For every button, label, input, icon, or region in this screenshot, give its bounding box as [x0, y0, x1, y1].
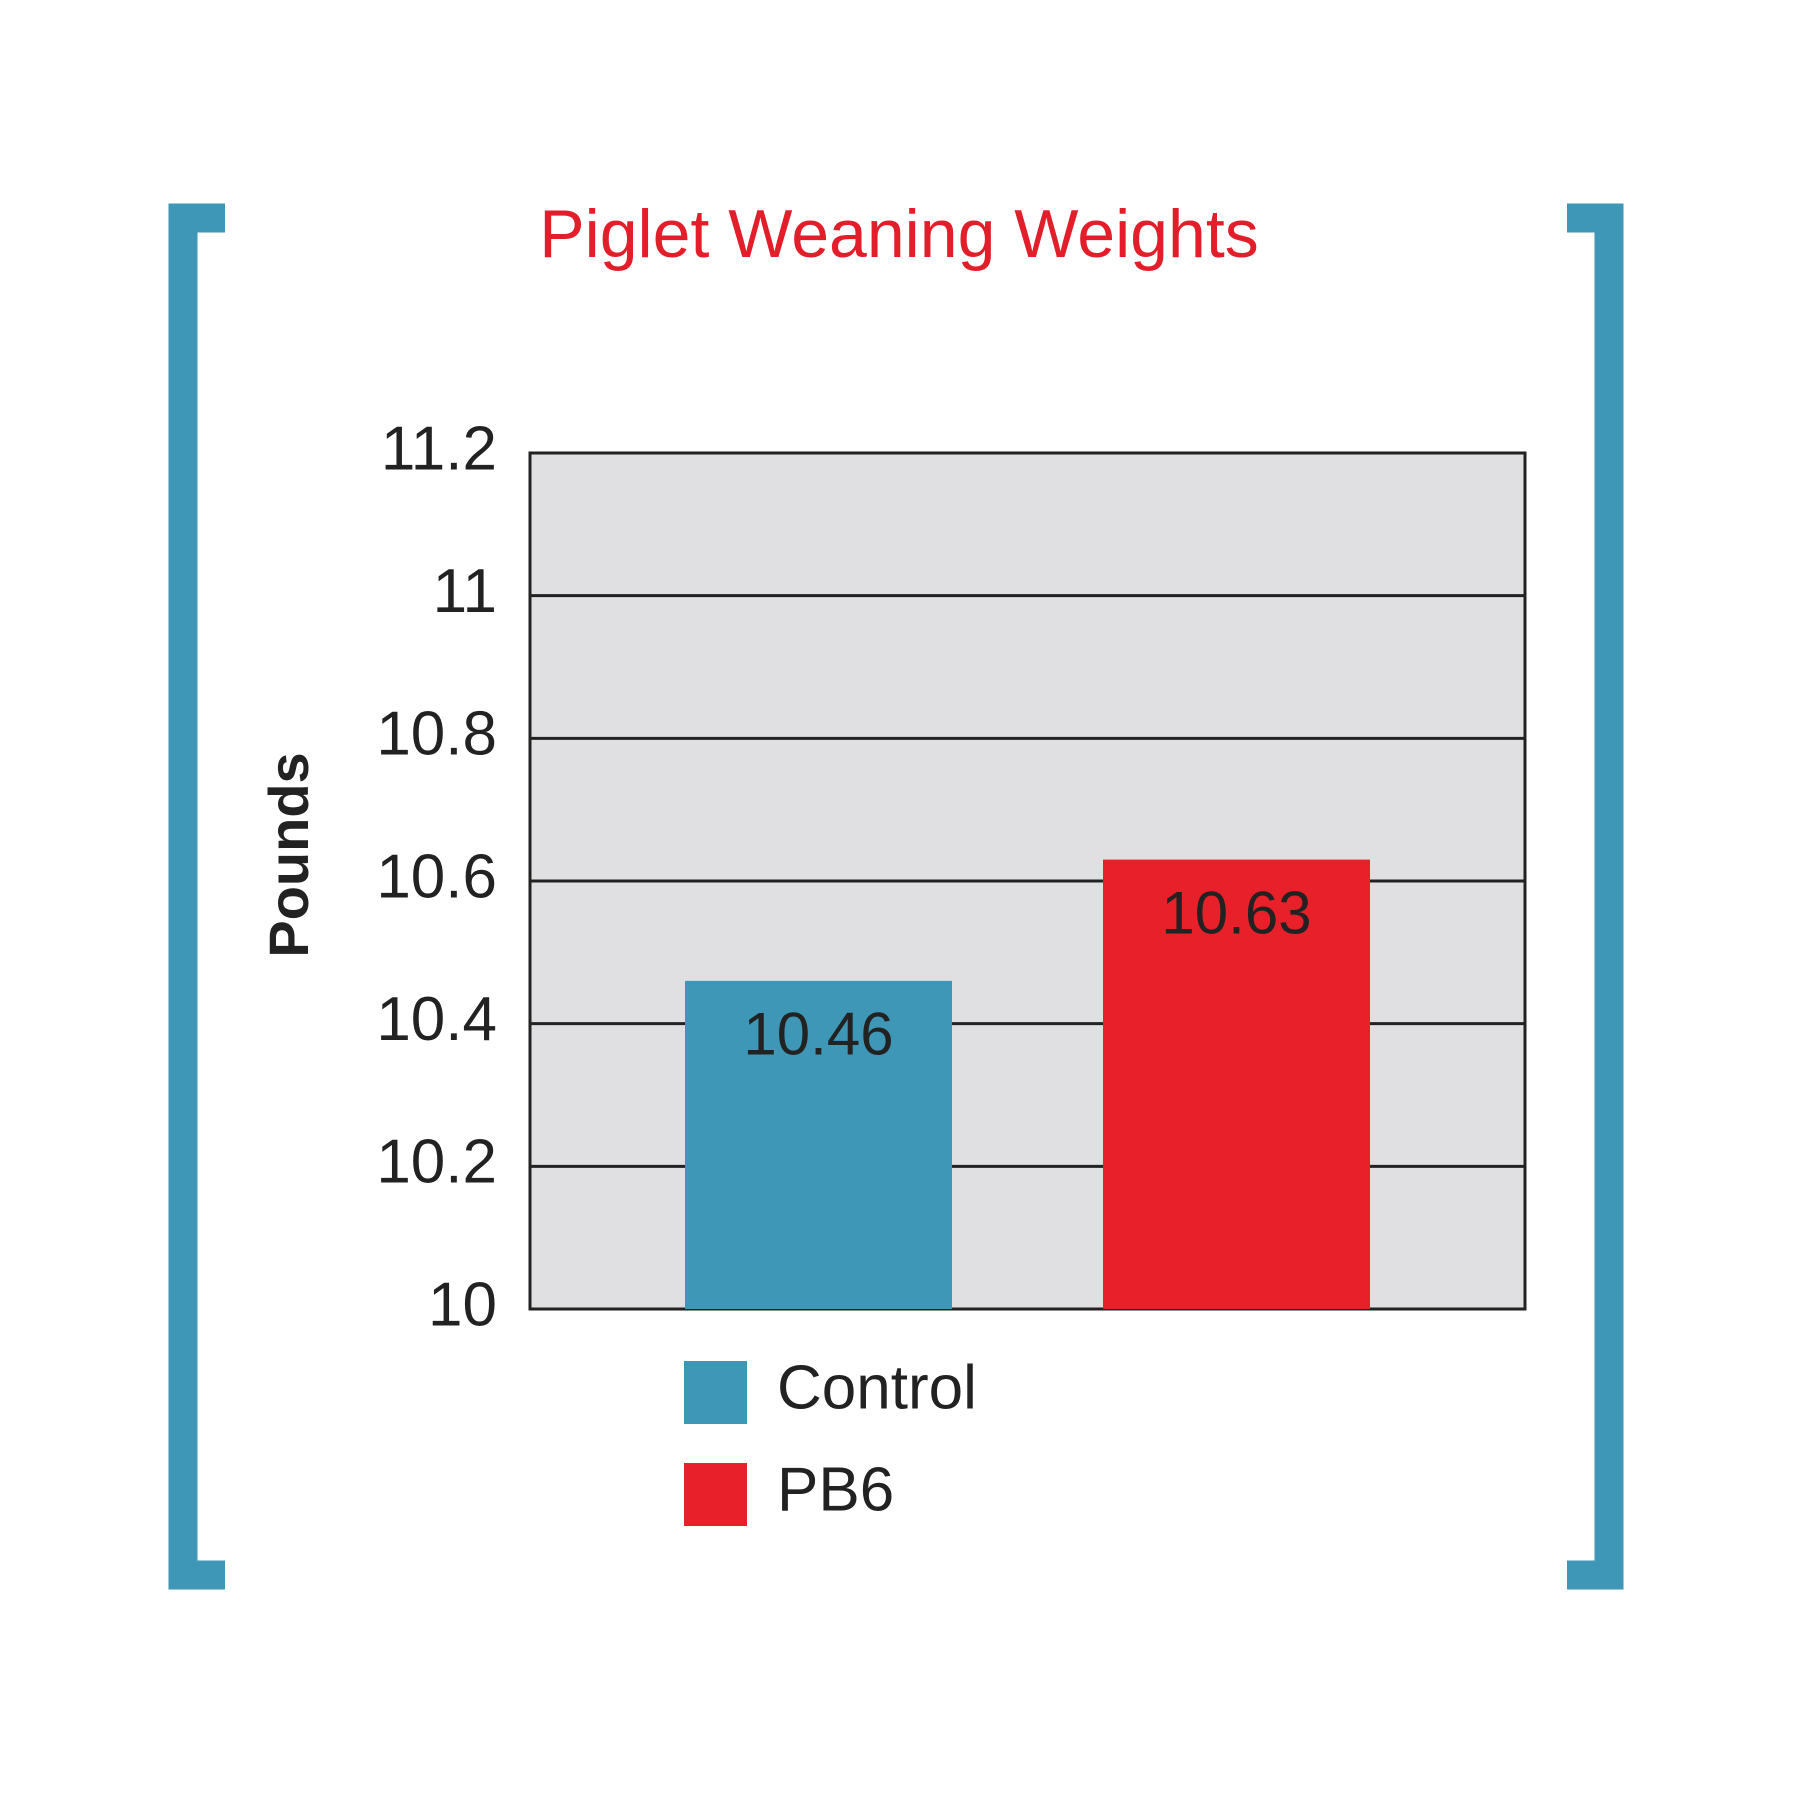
- value-label: 10.46: [743, 1001, 893, 1068]
- value-label: 10.63: [1161, 879, 1311, 946]
- y-tick-label: 10.8: [376, 700, 497, 769]
- y-tick-label: 10.4: [376, 985, 497, 1054]
- legend-swatch: [684, 1463, 747, 1526]
- right-bracket: [1567, 203, 1624, 1590]
- y-axis-label: Pounds: [257, 752, 320, 957]
- legend-swatch: [684, 1361, 747, 1424]
- legend-label: Control: [777, 1353, 977, 1422]
- y-tick-label: 11: [433, 557, 497, 626]
- left-bracket: [168, 203, 225, 1590]
- legend-label: PB6: [777, 1455, 894, 1524]
- bar: [685, 980, 952, 1309]
- bar: [1103, 859, 1370, 1309]
- y-tick-label: 11.2: [381, 414, 497, 483]
- chart-title: Piglet Weaning Weights: [539, 196, 1258, 272]
- y-tick-label: 10: [428, 1270, 497, 1339]
- y-tick-label: 10.2: [376, 1128, 497, 1197]
- plot-frame: [528, 451, 1527, 1311]
- y-tick-label: 10.6: [376, 842, 497, 911]
